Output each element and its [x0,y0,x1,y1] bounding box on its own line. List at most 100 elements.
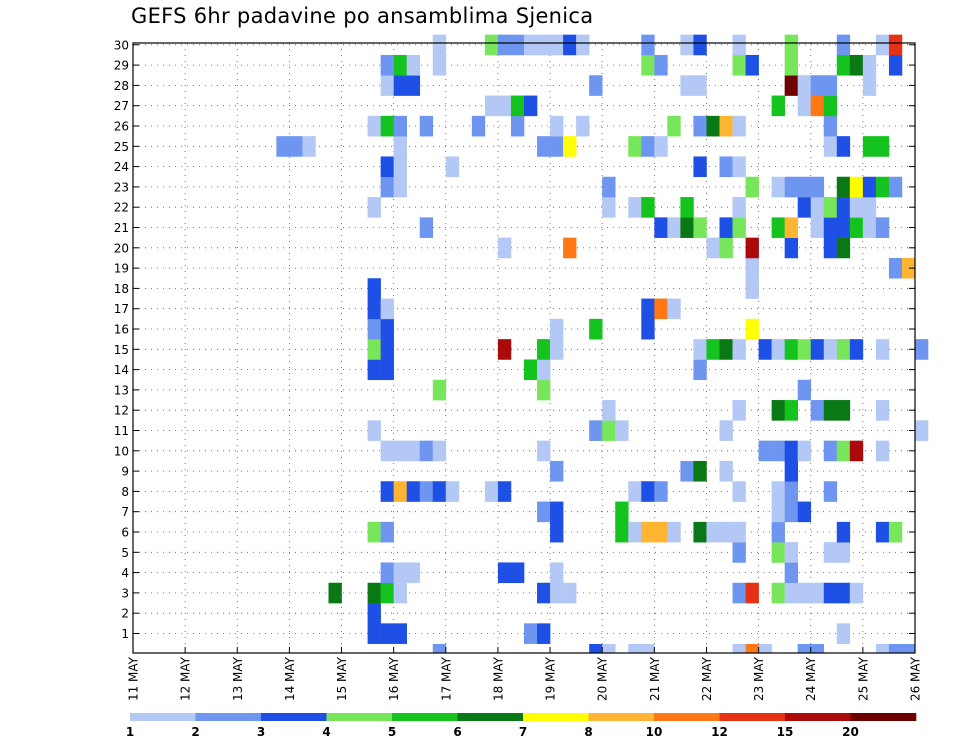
heatmap-cell [901,644,916,654]
heatmap-cell [849,54,864,76]
heatmap-cell [367,359,381,381]
heatmap-cell [367,197,381,218]
heatmap-cell [380,359,394,381]
heatmap-cell [745,318,759,340]
heatmap-cell [862,217,877,238]
y-tick-label: 21 [114,221,129,235]
heatmap-cell [823,440,838,462]
heatmap-cell [810,582,825,604]
heatmap-cell [875,400,890,421]
heatmap-cell [732,521,746,543]
y-tick-label: 19 [114,262,129,276]
heatmap-cell [771,582,785,604]
heatmap-cell [445,156,460,178]
heatmap-cell [393,176,407,198]
heatmap-cell [875,644,890,654]
heatmap-cell [810,95,825,117]
heatmap-cell [732,582,746,604]
heatmap-cell [732,34,746,56]
colorbar-label: 2 [191,725,199,739]
heatmap-cell [497,237,512,259]
y-tick-label: 23 [114,180,129,194]
y-tick-label: 8 [121,485,129,499]
heatmap-cell [550,318,564,340]
heatmap-cell [719,115,733,137]
colorbar-swatch [785,713,851,721]
heatmap-cell [667,115,681,137]
heatmap-cell [276,136,290,157]
colorbar-swatch [261,713,327,721]
heatmap-cell [784,501,798,523]
heatmap-cell [836,400,851,421]
heatmap-cell [510,562,525,584]
heatmap-cell [680,75,694,96]
y-tick-label: 5 [121,546,129,560]
heatmap-cell [537,623,551,644]
heatmap-cell [771,217,785,238]
heatmap-cell [550,582,564,604]
heatmap-cell [797,440,812,462]
colorbar-label: 6 [453,725,461,739]
heatmap-cell [719,521,733,543]
y-tick-label: 9 [121,465,129,479]
heatmap-cell [836,136,851,157]
heatmap-cell [380,176,394,198]
heatmap-cell [732,156,746,178]
heatmap-cell [810,197,825,218]
heatmap-cell [888,521,903,543]
heatmap-cell [719,420,733,441]
heatmap-cell [836,176,851,198]
heatmap-cell [497,562,512,584]
y-tick-label: 1 [121,627,129,641]
heatmap-cell [836,542,851,563]
heatmap-cell [706,521,720,543]
x-tick-label: 22 MAY [700,656,714,701]
x-tick-label: 11 MAY [127,656,141,701]
heatmap-cell [797,644,812,654]
heatmap-cells [276,34,929,654]
colorbar-swatch [588,713,655,721]
heatmap-cell [823,136,838,157]
heatmap-cell [719,339,733,360]
heatmap-cell [393,582,407,604]
heatmap-cell [797,339,812,360]
y-tick-label: 24 [114,160,129,174]
heatmap-cell [888,176,903,198]
heatmap-cell [380,156,394,178]
heatmap-cell [615,501,629,523]
heatmap-cell [484,481,499,502]
colorbar-label: 15 [777,725,794,739]
y-tick-label: 26 [114,120,129,134]
heatmap-cell [823,75,838,96]
heatmap-cell [836,440,851,462]
heatmap-cell [849,197,864,218]
colorbar: 1 2 3 4 5 6 7 8 10 12 15 20 [126,713,917,739]
heatmap-cell [706,339,720,360]
heatmap-cell [550,460,564,482]
x-tick-label: 25 MAY [856,656,870,701]
heatmap-cell [380,75,394,96]
heatmap-cell [641,197,655,218]
heatmap-cell [641,481,655,502]
heatmap-cell [784,339,798,360]
x-tick-label: 15 MAY [335,656,349,701]
heatmap-cell [550,562,564,584]
heatmap-cell [810,339,825,360]
heatmap-cell [380,54,394,76]
heatmap-cell [758,644,772,654]
heatmap-cell [862,75,877,96]
heatmap-cell [693,115,707,137]
heatmap-cell [823,339,838,360]
heatmap-cell [758,440,772,462]
heatmap-cell [719,156,733,178]
heatmap-cell [810,75,825,96]
y-tick-label: 7 [121,505,129,519]
y-tick-label: 27 [114,99,129,113]
heatmap-cell [915,420,929,441]
heatmap-cell [810,400,825,421]
colorbar-swatch [457,713,524,721]
heatmap-cell [380,440,394,462]
heatmap-cell [745,278,759,299]
heatmap-cell [797,176,812,198]
heatmap-cell [654,136,668,157]
